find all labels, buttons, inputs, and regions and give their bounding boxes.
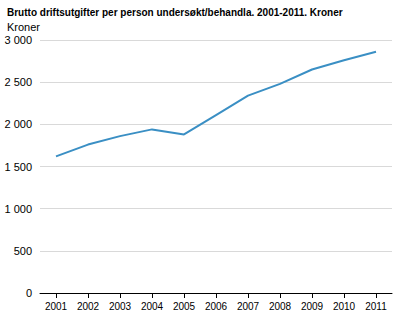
svg-text:1 000: 1 000: [4, 203, 32, 215]
svg-text:0: 0: [26, 287, 32, 299]
svg-text:Kroner: Kroner: [7, 21, 40, 33]
svg-text:2007: 2007: [237, 301, 260, 312]
svg-text:2009: 2009: [301, 301, 324, 312]
svg-text:500: 500: [14, 245, 32, 257]
svg-text:Brutto driftsutgifter per pers: Brutto driftsutgifter per person undersø…: [7, 7, 343, 18]
svg-text:2003: 2003: [109, 301, 132, 312]
svg-text:2010: 2010: [333, 301, 356, 312]
svg-text:3 000: 3 000: [4, 34, 32, 46]
svg-text:2008: 2008: [269, 301, 292, 312]
svg-text:2004: 2004: [141, 301, 164, 312]
svg-text:1 500: 1 500: [4, 161, 32, 173]
svg-text:2005: 2005: [173, 301, 196, 312]
svg-text:2011: 2011: [365, 301, 387, 312]
svg-text:2006: 2006: [205, 301, 228, 312]
svg-text:2002: 2002: [77, 301, 100, 312]
svg-text:2 500: 2 500: [4, 76, 32, 88]
svg-text:2 000: 2 000: [4, 118, 32, 130]
svg-text:2001: 2001: [45, 301, 68, 312]
